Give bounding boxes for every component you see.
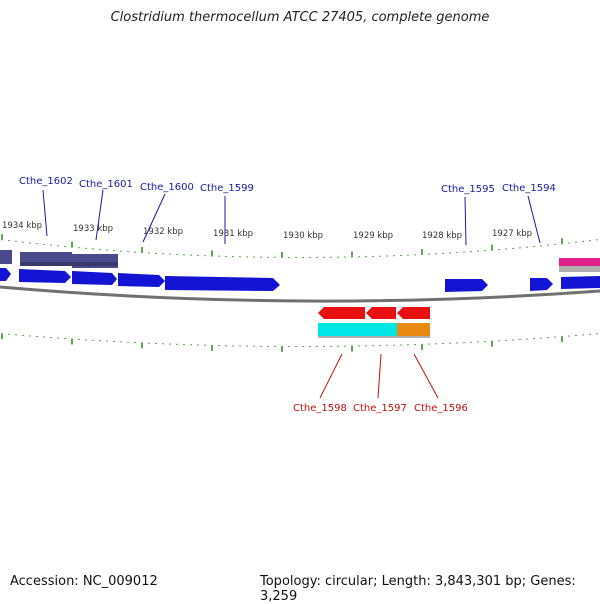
map-title: Clostridium thermocellum ATCC 27405, com… <box>110 10 490 25</box>
forward-cds-track <box>0 268 600 292</box>
cds-arrow[interactable] <box>72 271 117 285</box>
gene-bar[interactable] <box>397 323 430 336</box>
cds-arrow[interactable] <box>0 268 11 281</box>
scale-labels: 1934 kbp 1933 kbp 1932 kbp 1931 kbp 1930… <box>2 221 532 241</box>
scale-label-1934: 1934 kbp <box>2 221 42 231</box>
gene-label-cthe-1596[interactable]: Cthe_1596 <box>414 403 468 414</box>
cds-arrow[interactable] <box>118 273 165 287</box>
gene-label-cthe-1594[interactable]: Cthe_1594 <box>502 183 556 194</box>
misc-feature-bar[interactable] <box>559 258 600 266</box>
cds-arrow[interactable] <box>397 307 430 319</box>
gene-label-cthe-1602[interactable]: Cthe_1602 <box>19 176 73 187</box>
reverse-gene-labels: Cthe_1598 Cthe_1597 Cthe_1596 <box>293 403 468 414</box>
scale-label-1928: 1928 kbp <box>422 231 462 241</box>
scale-label-1929: 1929 kbp <box>353 231 393 241</box>
cds-arrow[interactable] <box>445 279 488 292</box>
accession-label: Accession: NC_009012 <box>10 574 158 589</box>
forward-gene-labels: Cthe_1602 Cthe_1601 Cthe_1600 Cthe_1599 … <box>19 176 556 195</box>
gene-label-cthe-1597[interactable]: Cthe_1597 <box>353 403 407 414</box>
cds-arrow[interactable] <box>19 269 71 283</box>
reverse-gene-track <box>318 323 430 338</box>
gene-bar[interactable] <box>0 250 12 264</box>
gene-bar[interactable] <box>318 323 397 336</box>
gene-bar-shadow <box>318 336 430 338</box>
gene-bar-shadow <box>20 262 118 266</box>
gene-label-cthe-1598[interactable]: Cthe_1598 <box>293 403 347 414</box>
forward-label-leaders <box>42 189 541 246</box>
scale-label-1930: 1930 kbp <box>283 231 323 241</box>
gene-label-cthe-1595[interactable]: Cthe_1595 <box>441 184 495 195</box>
gene-label-cthe-1599[interactable]: Cthe_1599 <box>200 183 254 194</box>
scale-label-1931: 1931 kbp <box>213 229 253 239</box>
inner-tick-ring <box>1 333 598 352</box>
misc-feature-track <box>559 258 600 272</box>
cds-arrow[interactable] <box>165 276 280 291</box>
genome-backbone <box>0 285 600 303</box>
gene-label-cthe-1601[interactable]: Cthe_1601 <box>79 179 133 190</box>
cds-arrow[interactable] <box>366 307 396 319</box>
cds-arrow[interactable] <box>530 278 553 291</box>
cds-arrow[interactable] <box>561 276 600 289</box>
gene-label-cthe-1600[interactable]: Cthe_1600 <box>140 182 194 193</box>
scale-label-1927: 1927 kbp <box>492 229 532 239</box>
outer-tick-ring <box>1 234 598 258</box>
reverse-cds-track <box>318 307 430 319</box>
cds-arrow[interactable] <box>318 307 365 319</box>
forward-gene-track <box>0 250 118 268</box>
scale-label-1932: 1932 kbp <box>143 227 183 237</box>
misc-feature-shadow <box>559 266 600 272</box>
scale-label-1933: 1933 kbp <box>73 224 113 234</box>
reverse-label-leaders <box>319 353 439 399</box>
